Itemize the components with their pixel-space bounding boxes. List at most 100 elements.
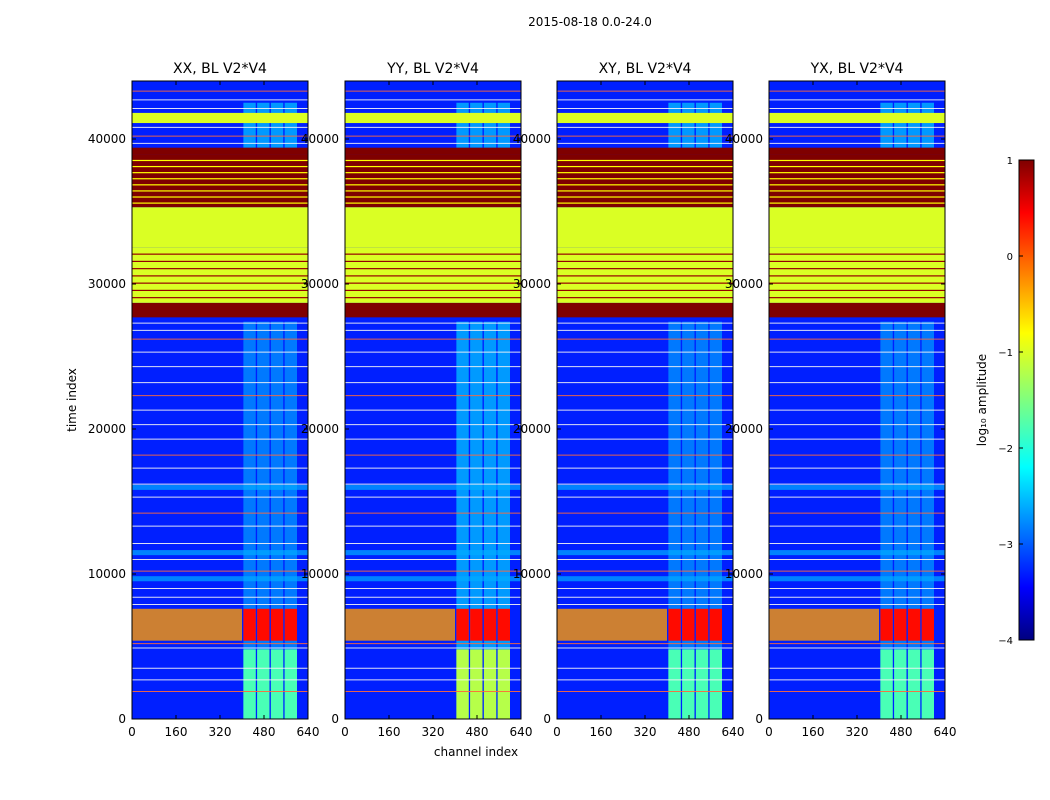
y-tick-label: 40000: [513, 132, 551, 146]
stripe-line: [345, 184, 521, 186]
stripe-line: [345, 297, 521, 299]
active-channel-top: [695, 102, 709, 148]
stripe-line: [769, 196, 945, 198]
x-tick-label: 640: [297, 725, 320, 739]
rfi-time-band: [769, 608, 879, 641]
active-channel-lowtime: [470, 649, 483, 719]
flagged-band: [345, 147, 521, 155]
stripe-line: [769, 184, 945, 186]
stripe-line: [769, 178, 945, 180]
stripe-line: [132, 260, 308, 262]
stripe-line: [132, 282, 308, 284]
active-channel-rfi: [894, 608, 907, 641]
stripe-line: [769, 297, 945, 299]
flagged-band: [769, 302, 945, 318]
stripe-line: [769, 202, 945, 204]
stripe-line: [132, 172, 308, 174]
active-channel-lowtime: [682, 649, 695, 719]
y-tick-label: 20000: [513, 422, 551, 436]
panel-xy: XY, BL V2*V4 0 160 320 480 640 0 10000 20000 3000…: [513, 61, 745, 739]
stripe-line: [132, 178, 308, 180]
colorbar-tick-label: 0: [1007, 252, 1013, 263]
stripe-line: [345, 190, 521, 192]
faint-time-band: [769, 576, 945, 582]
flagged-band: [345, 207, 521, 248]
stripe-line: [557, 282, 733, 284]
active-channel-top: [456, 102, 469, 148]
faint-time-band: [557, 576, 733, 582]
stripe-line: [557, 172, 733, 174]
active-channel-rfi: [497, 608, 510, 641]
stripe-line: [132, 159, 308, 162]
active-channel-rfi: [880, 608, 893, 641]
stripe-line: [345, 172, 521, 174]
flagged-band: [769, 154, 945, 208]
active-channel-rfi: [456, 608, 469, 641]
colorbar-tick-label: −1: [998, 348, 1013, 359]
stripe-line: [769, 268, 945, 270]
faint-time-band: [345, 550, 521, 556]
stripe-line: [557, 268, 733, 270]
colorbar: log₁₀ amplitude 1 0 −1 −2 −3 −4: [975, 156, 1035, 647]
active-channel-top: [257, 102, 270, 148]
stripe-line: [769, 159, 945, 162]
active-channel-lowtime: [695, 649, 709, 719]
colorbar-tick-label: 1: [1007, 156, 1013, 167]
active-channel-top: [682, 102, 695, 148]
faint-time-band: [132, 550, 308, 556]
flagged-band: [132, 207, 308, 248]
active-channel-rfi: [695, 608, 709, 641]
faint-time-band: [345, 576, 521, 582]
active-channel-top: [470, 102, 483, 148]
x-tick-label: 320: [422, 725, 445, 739]
stripe-line: [769, 172, 945, 174]
y-tick-label: 20000: [301, 422, 339, 436]
active-channel-lowtime: [894, 649, 907, 719]
x-tick-label: 480: [678, 725, 701, 739]
colorbar-tick-label: −4: [998, 636, 1013, 647]
stripe-line: [132, 165, 308, 168]
active-channel-top: [497, 102, 510, 148]
y-tick-label: 10000: [88, 567, 126, 581]
stripe-line: [769, 260, 945, 262]
stripe-line: [132, 202, 308, 204]
stripe-line: [345, 253, 521, 255]
stripe-line: [345, 196, 521, 198]
y-tick-label: 40000: [301, 132, 339, 146]
y-tick-label: 0: [118, 712, 126, 726]
faint-time-band: [769, 550, 945, 556]
stripe-line: [132, 253, 308, 255]
active-channel-rfi: [682, 608, 695, 641]
stripe-line: [769, 282, 945, 284]
active-channel-rfi: [270, 608, 284, 641]
stripe-line: [557, 196, 733, 198]
active-channel-lowtime: [907, 649, 921, 719]
stripe-line: [557, 165, 733, 168]
stripe-line: [345, 159, 521, 162]
stripe-line: [769, 165, 945, 168]
stripe-line: [132, 190, 308, 192]
stripe-line: [345, 178, 521, 180]
faint-time-band: [345, 484, 521, 490]
faint-time-band: [557, 484, 733, 490]
colorbar-tick-label: −2: [998, 444, 1013, 455]
x-tick-label: 320: [209, 725, 232, 739]
active-channel-lowtime: [243, 649, 256, 719]
stripe-line: [345, 289, 521, 291]
active-channel-rfi: [483, 608, 497, 641]
flagged-band: [132, 112, 308, 124]
x-tick-label: 160: [802, 725, 825, 739]
stripe-line: [132, 297, 308, 299]
flagged-band: [769, 207, 945, 248]
active-channel-top: [921, 102, 934, 148]
chart-title: 2015-08-18 0.0-24.0: [528, 15, 652, 29]
active-channel-rfi: [470, 608, 483, 641]
y-tick-label: 40000: [725, 132, 763, 146]
y-tick-label: 40000: [88, 132, 126, 146]
flagged-band: [557, 154, 733, 208]
active-channel-rfi: [243, 608, 256, 641]
faint-time-band: [769, 484, 945, 490]
active-channel-top: [880, 102, 893, 148]
active-channel-lowtime: [709, 649, 722, 719]
